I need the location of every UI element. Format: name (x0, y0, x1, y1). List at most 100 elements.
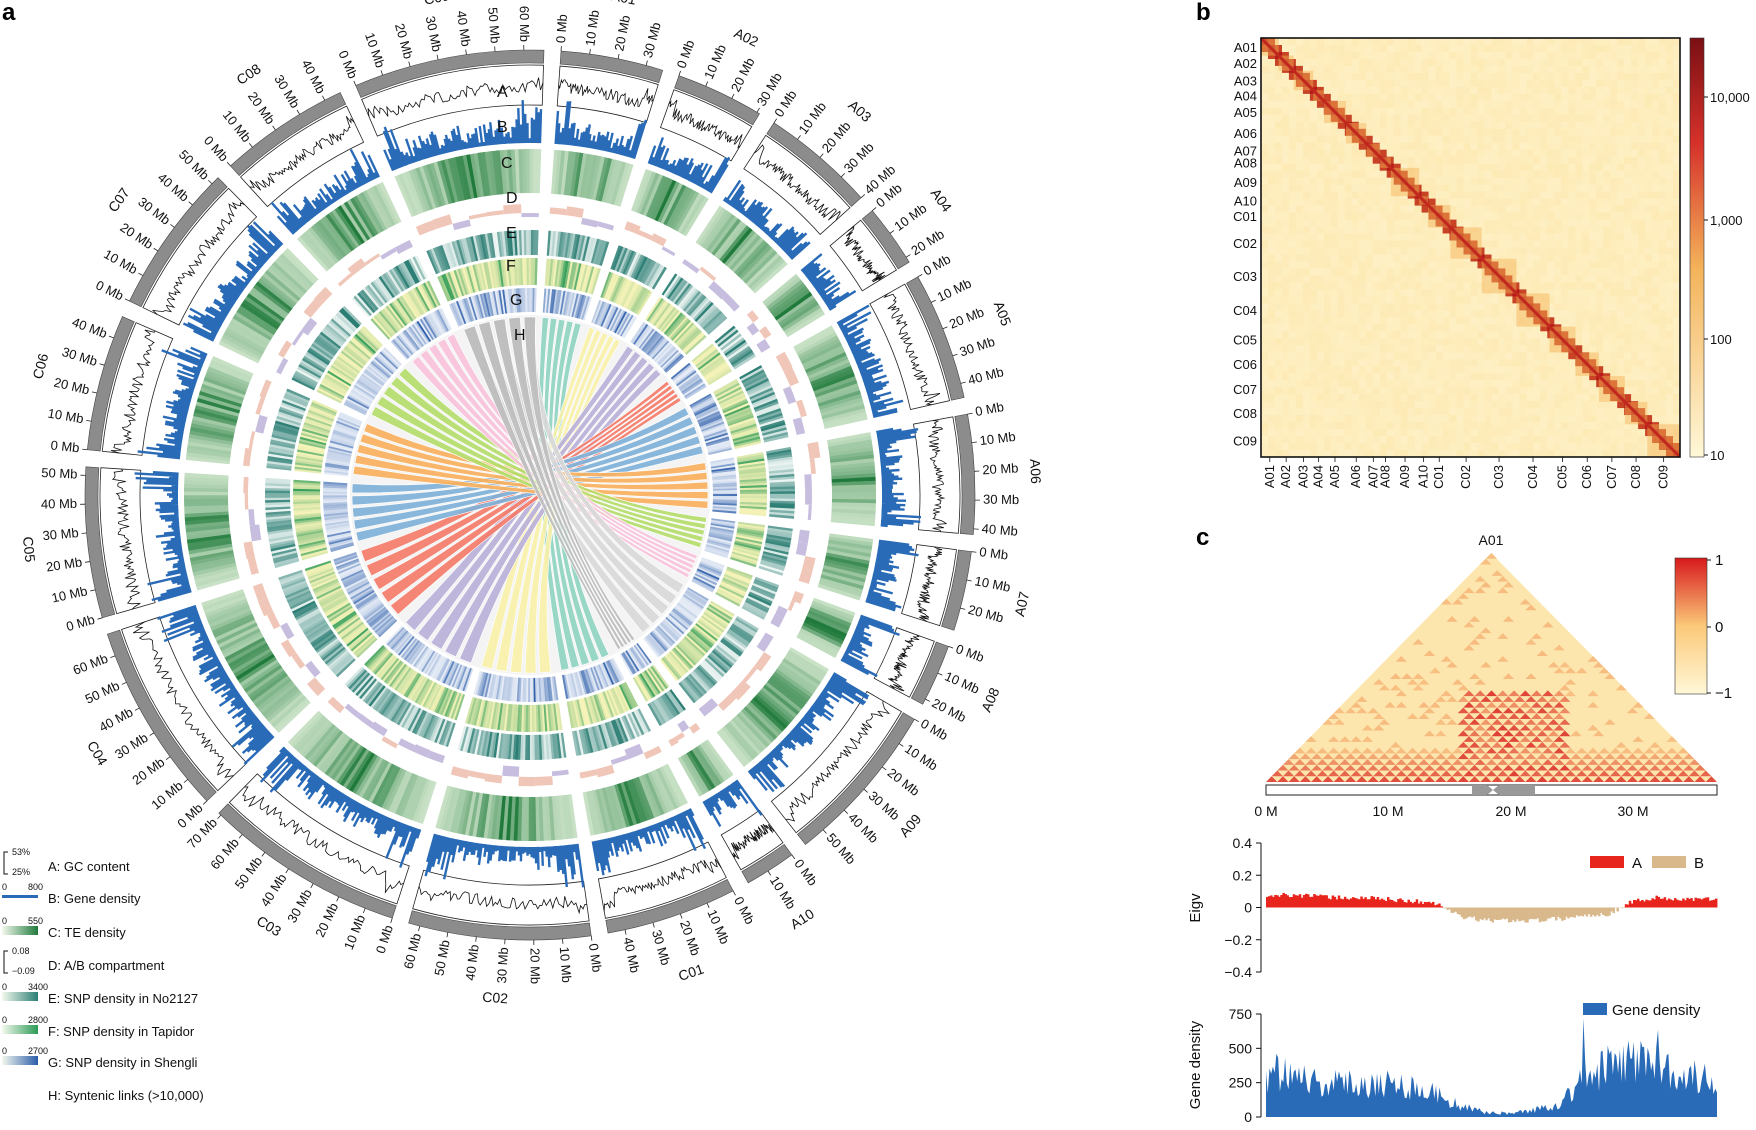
tick-label-A09: 30 Mb (866, 788, 903, 823)
heatmap-cell (1373, 108, 1380, 115)
heatmap-cell (1457, 157, 1464, 164)
tick-mark (109, 336, 114, 338)
heatmap-cell (1422, 80, 1429, 87)
legend-label: D: A/B compartment (48, 958, 165, 973)
heatmap-cell (1526, 255, 1533, 262)
heatmap-cell (1596, 185, 1603, 192)
heatmap-cell (1380, 185, 1387, 192)
te-density-C02 (528, 797, 532, 841)
heatmap-cell (1443, 66, 1450, 73)
heatmap-cell (1540, 94, 1547, 101)
tick-mark (90, 590, 95, 591)
heatmap-cell (1554, 52, 1561, 59)
heatmap-cell (1575, 38, 1582, 45)
chromosome-label-C07: C07 (105, 185, 133, 215)
heatmap-cell (1617, 199, 1624, 206)
snp-no2127-A06 (770, 491, 795, 494)
heatmap-cell (1387, 38, 1394, 45)
heatmap-cell (1638, 206, 1645, 213)
heatmap-cell (1478, 73, 1485, 80)
ab-compartment-a-C06 (249, 431, 255, 449)
ab-compartment-a-C04 (267, 612, 280, 629)
heatmap-cell (1296, 136, 1303, 143)
tick-mark (953, 354, 958, 356)
tick-label-A07: 20 Mb (966, 602, 1005, 626)
heatmap-cell (1373, 115, 1380, 122)
heatmap-cell (1401, 122, 1408, 129)
ab-compartment-a-A07 (802, 556, 815, 571)
heatmap-cell (1457, 213, 1464, 220)
legend-color-key (2, 1056, 38, 1065)
heatmap-cell (1401, 59, 1408, 66)
heatmap-cell (1519, 178, 1526, 185)
heatmap-cell (1498, 213, 1505, 220)
heatmap-cell (1526, 192, 1533, 199)
ab-compartment-b-C03 (357, 713, 373, 727)
heatmap-cell (1610, 94, 1617, 101)
heatmap-cell (1387, 115, 1394, 122)
heatmap-cell (1387, 52, 1394, 59)
heatmap-cell (1436, 66, 1443, 73)
heatmap-cell (1457, 164, 1464, 171)
tick-mark (960, 608, 965, 609)
heatmap-cell (1617, 213, 1624, 220)
heatmap-cell (1324, 157, 1331, 164)
heatmap-cell (1533, 206, 1540, 213)
heatmap-cell (1373, 282, 1380, 289)
heatmap-cell (1589, 38, 1596, 45)
heatmap-cell (1450, 115, 1457, 122)
legend-color-key (2, 992, 38, 1001)
heatmap-cell (1533, 227, 1540, 234)
heatmap-cell (1289, 150, 1296, 157)
tick-mark (311, 884, 313, 888)
heatmap-cell (1624, 262, 1631, 269)
heatmap-cell (1429, 122, 1436, 129)
heatmap-cell (1289, 255, 1296, 262)
heatmap-cell (1519, 220, 1526, 227)
tick-label-A08: 10 Mb (943, 669, 982, 697)
heatmap-cell (1547, 66, 1554, 73)
tick-label-C08: 30 Mb (271, 72, 303, 111)
heatmap-cell (1478, 157, 1485, 164)
heatmap-cell (1443, 122, 1450, 129)
heatmap-cell (1645, 94, 1652, 101)
heatmap-cell (1450, 213, 1457, 220)
heatmap-cell (1540, 213, 1547, 220)
heatmap-cell (1561, 282, 1568, 289)
heatmap-cell (1373, 94, 1380, 101)
heatmap-cell (1275, 227, 1282, 234)
tick-mark (391, 918, 393, 923)
heatmap-cell (1415, 136, 1422, 143)
heatmap-cell (1436, 275, 1443, 282)
heatmap-cell (1533, 213, 1540, 220)
heatmap-cell (1526, 282, 1533, 289)
snp-no2127-C09 (535, 230, 538, 255)
heatmap-cell (1485, 241, 1492, 248)
heatmap-cell (1387, 262, 1394, 269)
heatmap-cell (1478, 199, 1485, 206)
heatmap-cell (1659, 220, 1666, 227)
tick-label-A03: 10 Mb (795, 99, 829, 137)
tick-label-A01: 0 Mb (553, 14, 570, 44)
heatmap-cell (1324, 268, 1331, 275)
heatmap-cell (1505, 234, 1512, 241)
heatmap-cell (1485, 213, 1492, 220)
heatmap-cell (1464, 282, 1471, 289)
heatmap-cell (1380, 115, 1387, 122)
heatmap-cell (1324, 45, 1331, 52)
snp-no2127-C09 (526, 230, 529, 255)
heatmap-cell (1512, 171, 1519, 178)
heatmap-cell (1380, 73, 1387, 80)
heatmap-cell (1478, 66, 1485, 73)
heatmap-cell (1638, 262, 1645, 269)
heatmap-cell (1471, 94, 1478, 101)
heatmap-cell (1359, 275, 1366, 282)
tick-mark (961, 382, 966, 383)
heatmap-cell (1422, 213, 1429, 220)
heatmap-cell (1533, 262, 1540, 269)
heatmap-cell (1645, 206, 1652, 213)
heatmap-cell (1380, 66, 1387, 73)
ab-compartment-b-C03 (345, 704, 361, 718)
heatmap-cell (1589, 129, 1596, 136)
heatmap-cell (1338, 213, 1345, 220)
